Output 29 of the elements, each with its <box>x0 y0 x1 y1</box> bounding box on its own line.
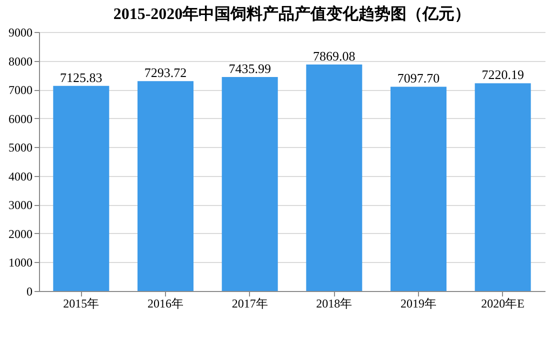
data-label: 7125.83 <box>60 70 102 85</box>
y-tick-label: 2000 <box>8 226 32 241</box>
y-tick-label: 9000 <box>8 26 32 40</box>
data-label: 7097.70 <box>397 70 440 86</box>
x-tick-label: 2019年 <box>400 296 436 310</box>
y-tick-label: 8000 <box>8 54 32 68</box>
y-tick-label: 6000 <box>8 112 32 126</box>
bar <box>53 86 110 291</box>
y-tick-label: 1000 <box>8 256 32 270</box>
y-tick-label: 7000 <box>8 83 32 98</box>
y-tick-label: 0 <box>26 284 32 298</box>
x-tick-label: 2020年E <box>481 296 525 310</box>
bar <box>474 83 531 291</box>
bar <box>138 81 194 291</box>
y-tick-label: 5000 <box>8 140 32 155</box>
chart-title: 2015-2020年中国饲料产品产值变化趋势图（亿元） <box>113 5 471 23</box>
x-tick-label: 2016年 <box>148 296 184 310</box>
y-tick-label: 3000 <box>8 198 32 212</box>
y-tick-label: 4000 <box>8 169 32 184</box>
data-label: 7220.19 <box>482 67 524 82</box>
bar <box>222 77 278 291</box>
x-tick-label: 2017年 <box>232 296 268 310</box>
bar <box>306 64 362 291</box>
x-tick-label: 2015年 <box>63 296 100 310</box>
data-label: 7435.99 <box>228 61 271 76</box>
x-tick-label: 2018年 <box>316 296 352 310</box>
bar <box>390 86 446 291</box>
data-label: 7869.08 <box>313 48 356 64</box>
data-label: 7293.72 <box>144 65 187 80</box>
